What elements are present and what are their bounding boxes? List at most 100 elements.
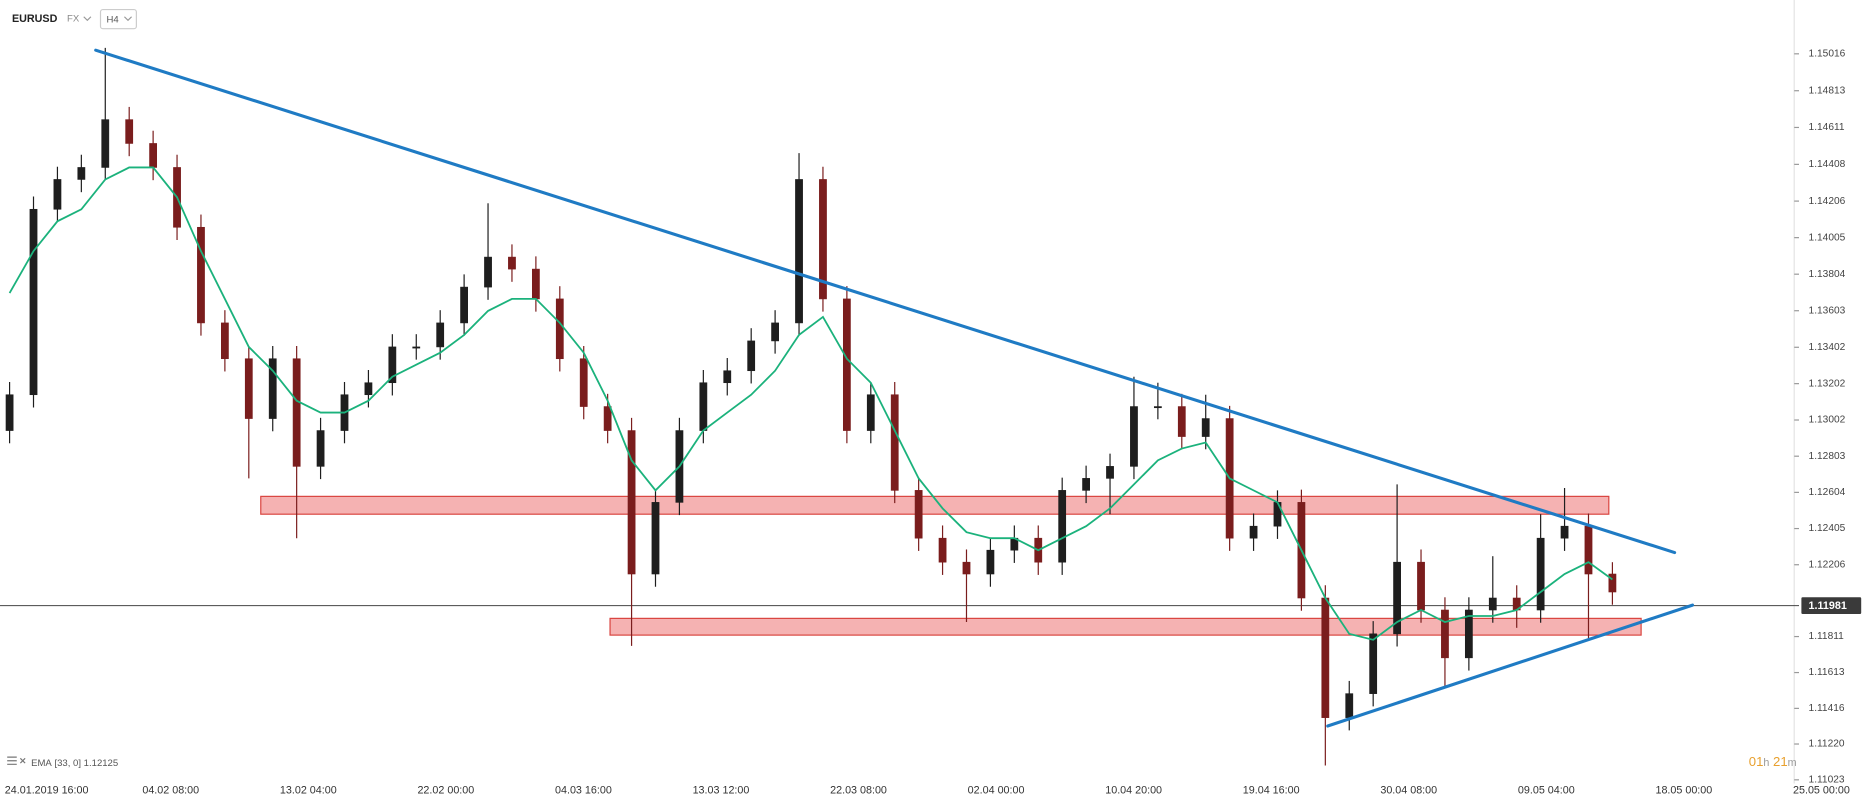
y-tick-label: 1.14206 (1809, 196, 1846, 207)
candle-body (1369, 633, 1378, 694)
candle-body (77, 167, 86, 180)
candle-body (244, 358, 253, 419)
candle-body (1488, 597, 1497, 611)
candle-body (1321, 597, 1330, 718)
ema-params: [33, 0] (54, 758, 81, 769)
candle-body (1106, 466, 1114, 479)
candle-body (508, 256, 516, 270)
y-tick-label: 1.14611 (1809, 122, 1845, 133)
ema-line (8, 166, 1613, 641)
timeframe-select[interactable]: H4 (99, 8, 137, 30)
x-tick-label: 30.04 08:00 (1380, 784, 1437, 796)
y-tick-label: 1.13804 (1809, 269, 1846, 280)
candle-body (795, 179, 803, 324)
candle-body (1560, 525, 1569, 539)
x-tick-label: 18.05 00:00 (1655, 784, 1712, 796)
price-zone (260, 495, 1610, 515)
x-tick-label: 02.04 00:00 (968, 784, 1025, 796)
candle-body (1393, 561, 1401, 635)
candle-body (1536, 537, 1545, 611)
candle-body (1177, 406, 1186, 437)
candle-body (723, 370, 732, 384)
countdown-h: h (1763, 757, 1769, 769)
candle-body (1345, 693, 1354, 718)
candle-body (53, 179, 62, 210)
candle-body (1058, 490, 1067, 563)
dropdown-arrow (83, 16, 92, 22)
countdown-m: m (1788, 757, 1797, 769)
countdown-hours: 01 (1749, 755, 1764, 770)
y-tick-label: 1.11023 (1809, 775, 1845, 786)
y-tick-label: 1.13002 (1809, 415, 1846, 426)
ema-value: 1.12125 (84, 758, 119, 769)
candle-body (484, 256, 492, 288)
x-tick-label: 25.05 00:00 (1793, 784, 1850, 796)
ema-name: EMA (31, 758, 52, 769)
candle-body (699, 382, 708, 431)
indicator-icon[interactable] (7, 756, 17, 765)
x-tick-label: 24.01.2019 16:00 (5, 784, 89, 796)
candle-body (460, 286, 469, 324)
candle-body (1584, 525, 1593, 575)
y-tick-label: 1.11416 (1809, 703, 1845, 714)
price-zone (609, 617, 1642, 636)
candle-body (890, 394, 899, 491)
trendline (94, 48, 1677, 555)
candle-body (1608, 573, 1617, 593)
candle-body (531, 268, 540, 300)
last-price-box (1801, 597, 1862, 615)
x-tick-label: 10.04 20:00 (1105, 784, 1162, 796)
candle-body (1464, 609, 1473, 659)
candle-body (1417, 561, 1425, 611)
y-tick-label: 1.13603 (1809, 305, 1846, 316)
candle-body (962, 561, 971, 575)
candle-body (412, 346, 421, 349)
y-tick-label: 1.12405 (1809, 523, 1846, 534)
y-tick-label: 1.12206 (1809, 559, 1846, 570)
candle-body (1249, 525, 1258, 539)
y-tick-label: 1.12803 (1809, 451, 1846, 462)
timeframe[interactable]: H4 (106, 14, 119, 25)
y-tick-label: 1.11220 (1809, 739, 1845, 750)
last-price-label: 1.11981 (1809, 600, 1847, 612)
symbol: EURUSD (12, 13, 58, 25)
y-tick-label: 1.15016 (1809, 49, 1846, 60)
countdown-minutes: 21 (1773, 755, 1788, 770)
close-icon[interactable] (19, 757, 26, 764)
candle-body (436, 322, 445, 348)
candle-body (1441, 609, 1449, 659)
x-tick-label: 09.05 04:00 (1518, 784, 1575, 796)
market[interactable]: FX (67, 14, 80, 25)
candle-body (268, 358, 277, 419)
candle-body (29, 208, 38, 396)
y-tick-label: 1.13402 (1809, 342, 1846, 353)
candle-body (555, 298, 564, 360)
timeframe-box[interactable] (99, 8, 137, 30)
trendline (1326, 603, 1695, 728)
x-tick-label: 04.02 08:00 (142, 784, 199, 796)
y-tick-label: 1.11613 (1809, 667, 1845, 678)
candle-body (1082, 478, 1090, 491)
market-select[interactable]: FX (67, 14, 92, 25)
x-tick-label: 22.02 00:00 (417, 784, 474, 796)
candle-body (5, 394, 14, 431)
candle-body (101, 119, 110, 168)
y-tick-label: 1.14813 (1809, 85, 1846, 96)
candle-body (125, 119, 134, 144)
countdown: 01h 21m (1749, 755, 1797, 770)
candle-body (388, 346, 397, 384)
candle-body (986, 549, 995, 575)
candle-body (627, 430, 636, 575)
y-tick-label: 1.14408 (1809, 159, 1846, 170)
candle-body (603, 406, 612, 431)
candle-body (364, 382, 373, 396)
x-tick-label: 13.02 04:00 (280, 784, 337, 796)
candle-body (197, 226, 205, 324)
candle-body (842, 298, 851, 431)
candle-body (220, 322, 229, 360)
candle-body (1201, 418, 1210, 437)
candle-body (866, 394, 875, 431)
candle-body (1130, 406, 1138, 467)
